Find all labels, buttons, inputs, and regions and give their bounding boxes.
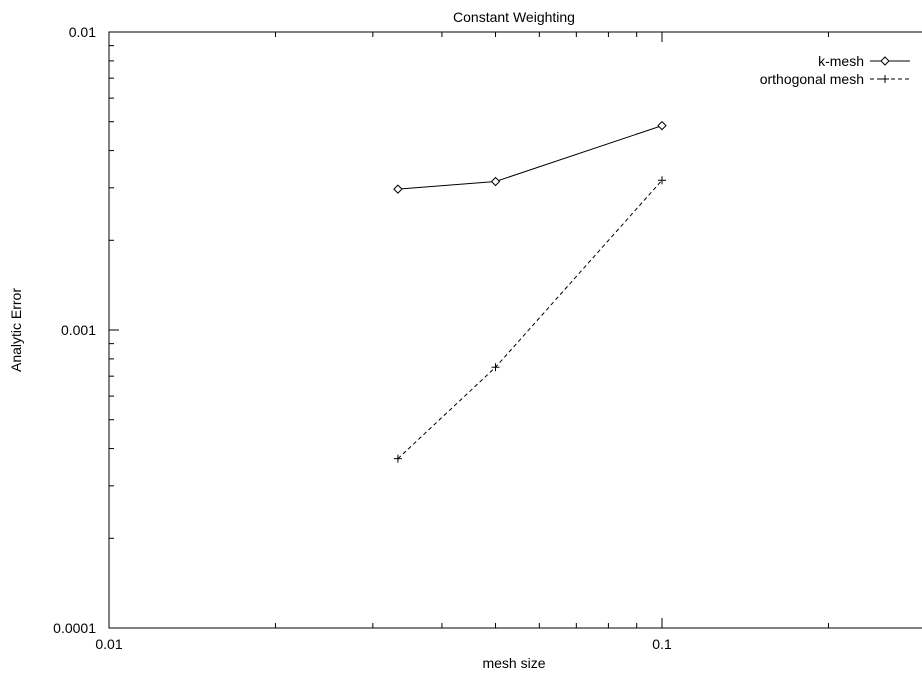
x-axis-ticks: 0.01 0.1 xyxy=(95,32,672,652)
y-tick-label: 0.001 xyxy=(61,322,96,338)
series-1 xyxy=(393,120,667,194)
chart-title: Constant Weighting xyxy=(453,9,575,25)
data-point xyxy=(491,363,500,372)
y-minor-ticks xyxy=(109,45,114,539)
series-layer xyxy=(393,120,667,463)
y-axis-label: Analytic Error xyxy=(8,288,24,372)
legend-marker xyxy=(880,56,890,66)
series-line xyxy=(397,125,663,190)
y-tick-label: 0.01 xyxy=(69,24,96,40)
data-point xyxy=(393,184,403,194)
legend-entry: orthogonal mesh xyxy=(760,71,910,87)
y-axis-ticks: 0.01 0.001 0.0001 xyxy=(53,24,119,636)
data-point xyxy=(657,120,667,131)
series-2 xyxy=(393,176,666,463)
legend-label: k-mesh xyxy=(818,53,864,69)
x-tick-label: 0.1 xyxy=(652,636,672,652)
legend-entry: k-mesh xyxy=(818,53,910,69)
data-point xyxy=(393,454,402,463)
y-tick-label: 0.0001 xyxy=(53,620,96,636)
x-minor-ticks xyxy=(274,32,829,628)
data-point xyxy=(658,176,666,185)
x-axis-label: mesh size xyxy=(482,655,545,671)
series-line xyxy=(397,179,663,460)
data-point xyxy=(490,176,501,187)
x-tick-label: 0.01 xyxy=(95,636,122,652)
legend-marker xyxy=(881,75,889,83)
plot-frame xyxy=(108,31,922,629)
legend-label: orthogonal mesh xyxy=(760,71,864,87)
legend: k-mesh orthogonal mesh xyxy=(760,53,910,87)
